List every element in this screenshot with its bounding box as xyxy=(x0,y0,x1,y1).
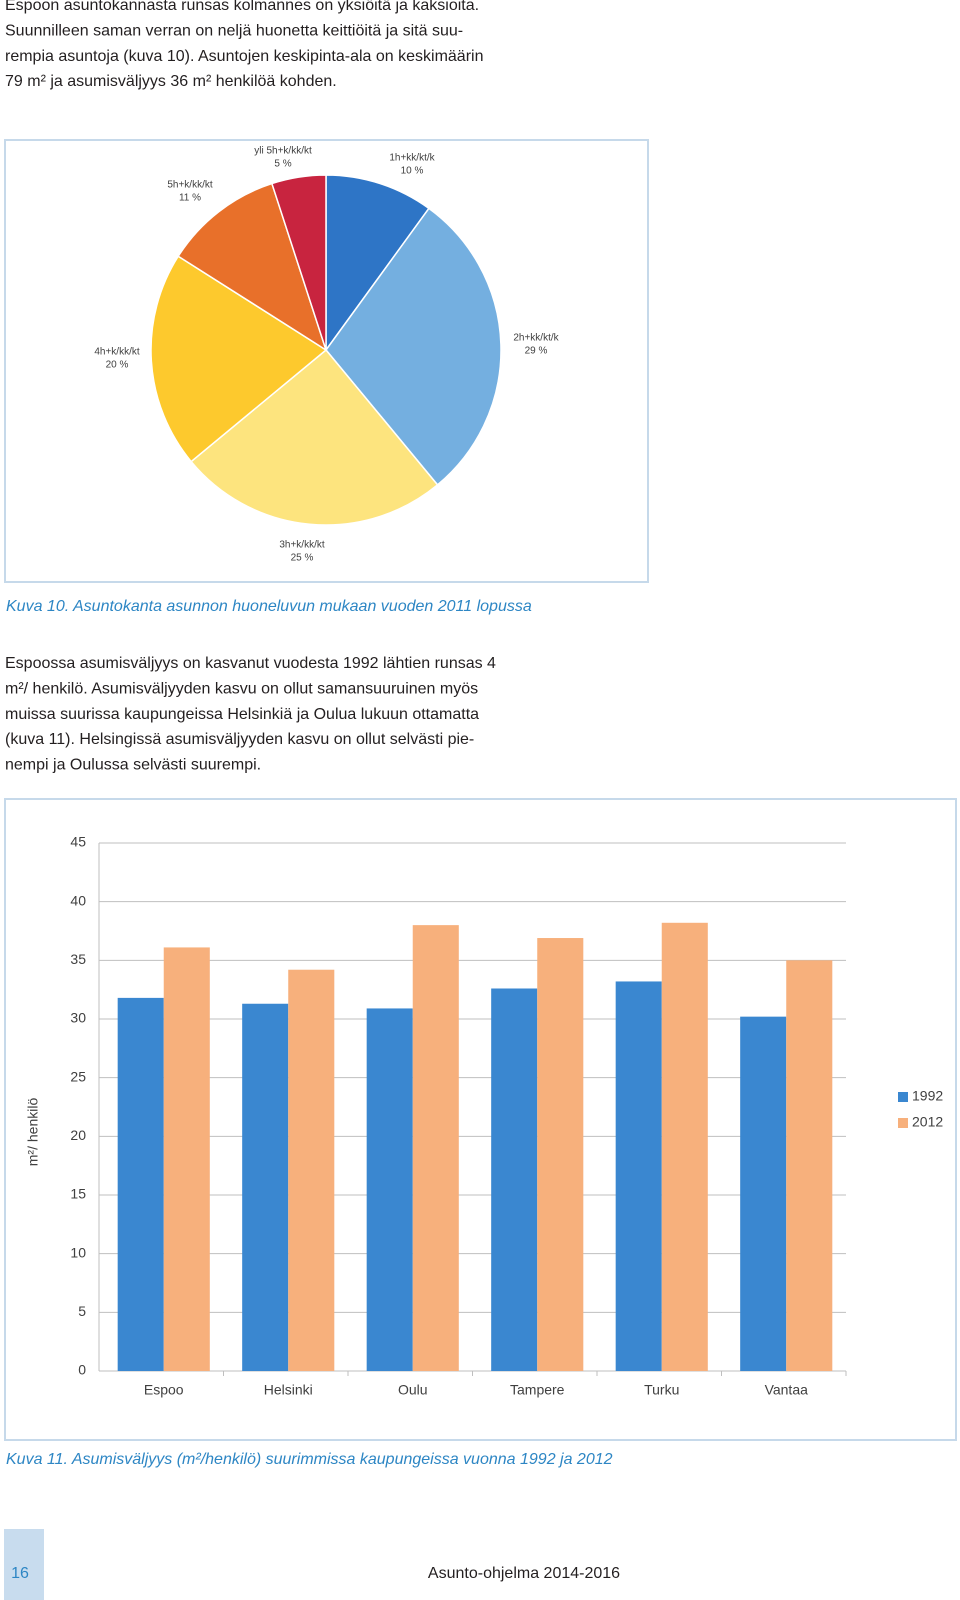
y-axis-label: m²/ henkilö xyxy=(25,1098,41,1167)
y-tick-label: 45 xyxy=(70,834,86,850)
x-tick-label: Tampere xyxy=(510,1382,565,1398)
bar xyxy=(163,947,210,1371)
y-tick-label: 35 xyxy=(70,951,86,967)
pie-label: 3h+k/kk/kt xyxy=(279,540,325,551)
x-tick-label: Turku xyxy=(644,1382,679,1398)
legend-swatch xyxy=(898,1092,908,1102)
body-line: muissa suurissa kaupungeissa Helsinkiä j… xyxy=(5,706,479,723)
pie-label: 4h+k/kk/kt xyxy=(94,347,140,358)
pie-label: 5h+k/kk/kt xyxy=(167,180,213,191)
bar xyxy=(366,1008,413,1371)
x-tick-label: Oulu xyxy=(398,1382,428,1398)
y-tick-label: 30 xyxy=(70,1010,86,1026)
pie-slice xyxy=(270,174,327,351)
pie-label: 2h+kk/kt/k xyxy=(513,333,559,344)
page-number: 16 xyxy=(11,1565,29,1582)
body-line: nempi ja Oulussa selvästi suurempi. xyxy=(5,756,261,773)
y-tick-label: 40 xyxy=(70,892,86,908)
bar xyxy=(491,988,538,1371)
pie-slice xyxy=(325,207,502,486)
legend-label: 2012 xyxy=(912,1114,943,1130)
body-line: rempia asuntoja (kuva 10). Asuntojen kes… xyxy=(5,48,483,65)
pie-slice xyxy=(325,174,430,353)
body-line: 79 m² ja asumisväljyys 36 m² henkilöä ko… xyxy=(5,73,337,90)
bar xyxy=(740,1016,787,1371)
pie-value-label: 29 % xyxy=(525,346,548,357)
caption: Kuva 11. Asumisväljyys (m²/henkilö) suur… xyxy=(6,1451,613,1468)
body-line: (kuva 11). Helsingissä asumisväljyyden k… xyxy=(5,731,474,748)
pie-value-label: 5 % xyxy=(274,159,291,170)
pie-slice xyxy=(190,348,439,526)
footer-tab xyxy=(4,1529,44,1600)
y-tick-label: 25 xyxy=(70,1068,86,1084)
body-line: Espoon asuntokannasta runsas kolmannes o… xyxy=(5,0,479,14)
caption: Kuva 10. Asuntokanta asunnon huoneluvun … xyxy=(6,598,532,615)
bar xyxy=(288,969,335,1371)
y-tick-label: 0 xyxy=(78,1362,86,1378)
body-line: m²/ henkilö. Asumisväljyyden kasvu on ol… xyxy=(5,681,478,698)
y-tick-label: 5 xyxy=(78,1303,86,1319)
pie-value-label: 11 % xyxy=(179,193,201,204)
pie-slice xyxy=(150,255,328,463)
bar xyxy=(537,938,584,1371)
legend-swatch xyxy=(898,1118,908,1128)
pie-label: 1h+kk/kt/k xyxy=(389,153,435,164)
pie-label: yli 5h+k/kk/kt xyxy=(254,146,312,157)
pie-value-label: 10 % xyxy=(401,166,424,177)
bar xyxy=(786,960,833,1371)
bar xyxy=(661,922,708,1371)
legend-label: 1992 xyxy=(912,1088,943,1104)
y-tick-label: 20 xyxy=(70,1127,86,1143)
pie-value-label: 25 % xyxy=(291,553,314,564)
bar xyxy=(412,925,459,1371)
footer-title: Asunto-ohjelma 2014-2016 xyxy=(428,1565,620,1582)
y-tick-label: 10 xyxy=(70,1244,86,1260)
bar xyxy=(242,1003,289,1371)
pie-value-label: 20 % xyxy=(106,360,129,371)
pie-slice xyxy=(177,182,328,352)
bar xyxy=(117,997,164,1371)
x-tick-label: Vantaa xyxy=(765,1382,809,1398)
x-tick-label: Helsinki xyxy=(264,1382,313,1398)
x-tick-label: Espoo xyxy=(144,1382,184,1398)
bar xyxy=(615,981,662,1371)
body-line: Suunnilleen saman verran on neljä huonet… xyxy=(5,23,463,40)
y-tick-label: 15 xyxy=(70,1186,86,1202)
body-line: Espoossa asumisväljyys on kasvanut vuode… xyxy=(5,655,496,672)
